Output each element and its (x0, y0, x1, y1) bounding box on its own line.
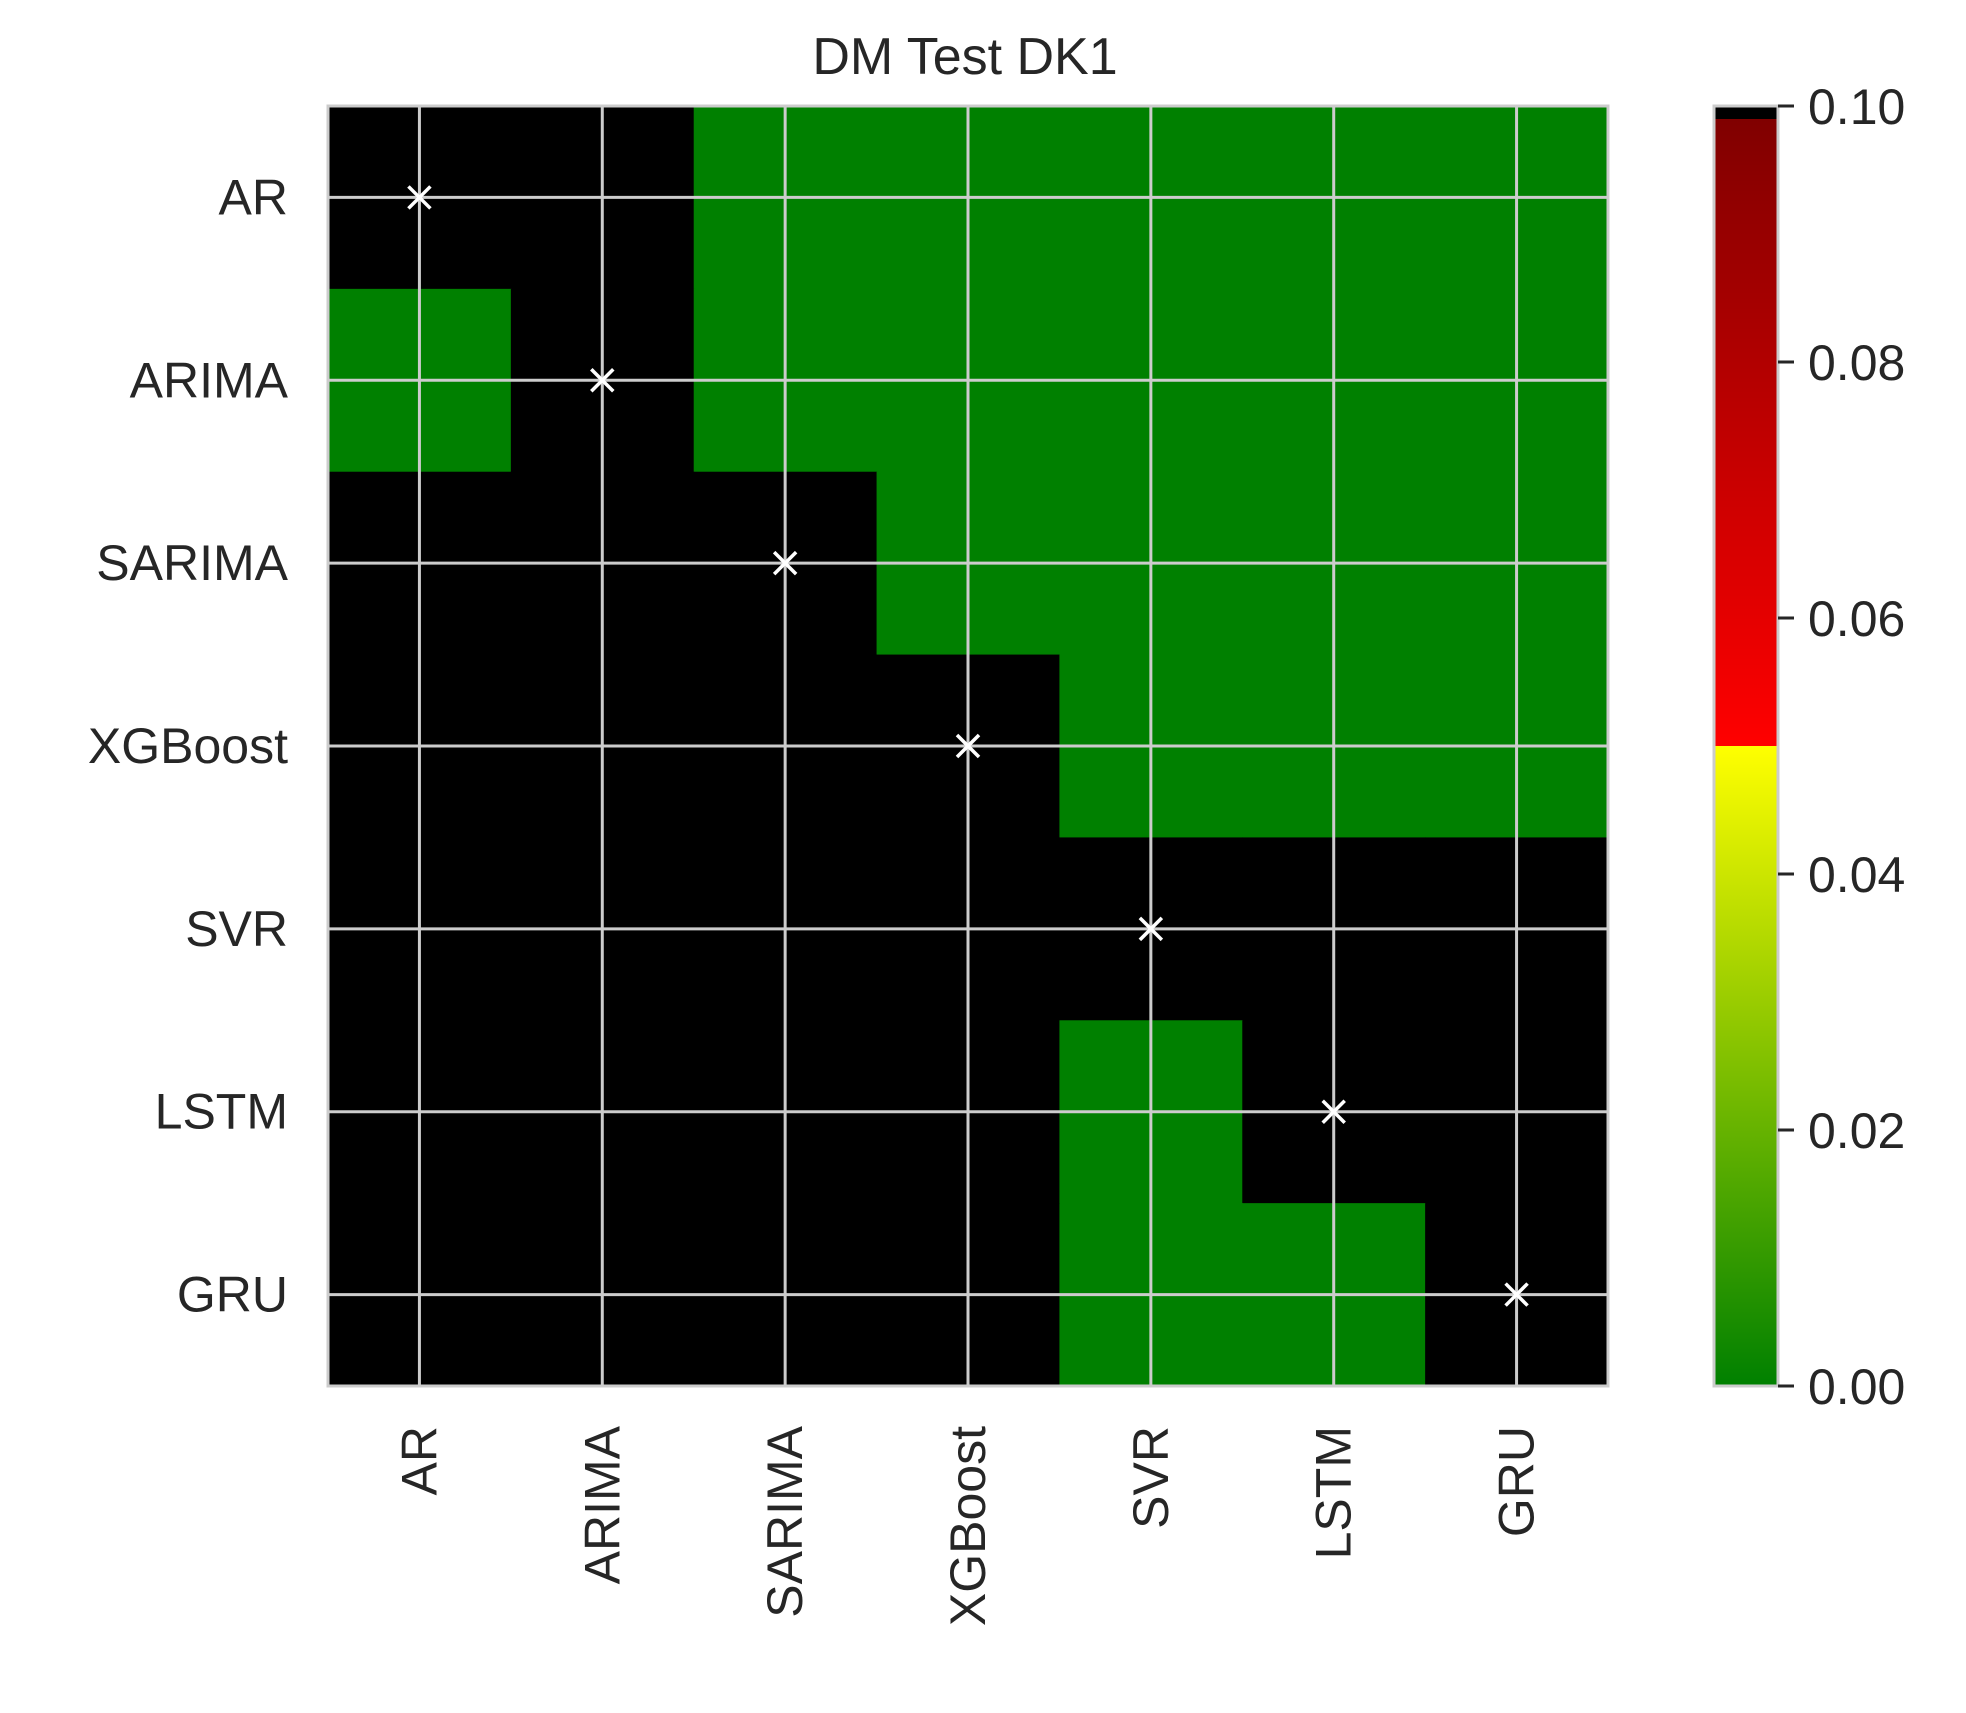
y-tick-label: XGBoost (88, 718, 288, 774)
y-axis-tick-labels: AR ARIMA SARIMA XGBoost SVR LSTM GRU (88, 169, 289, 1322)
y-tick-label: ARIMA (130, 352, 289, 408)
x-tick-label: AR (391, 1426, 447, 1495)
grid-lines (328, 106, 1608, 1386)
x-tick-label: ARIMA (574, 1425, 630, 1584)
colorbar-frame (1712, 104, 1780, 1388)
diagonal-marker (772, 550, 798, 576)
colorbar-gradient (1714, 106, 1778, 1386)
diagonal-marker (1504, 1282, 1529, 1307)
diagonal-marker (955, 733, 981, 759)
y-tick-label: GRU (177, 1267, 288, 1323)
colorbar-tick-label: 0.08 (1808, 335, 1905, 391)
x-tick-label: SARIMA (757, 1425, 813, 1617)
y-tick-label: SVR (185, 901, 288, 957)
y-tick-label: SARIMA (96, 535, 288, 591)
diagonal-marker (407, 185, 432, 210)
y-tick-label: AR (219, 169, 288, 225)
colorbar-tick-label: 0.04 (1808, 847, 1905, 903)
plot-frame (326, 104, 1610, 1388)
diagonal-markers (407, 185, 1529, 1307)
diagonal-marker (1321, 1099, 1346, 1124)
chart-title: DM Test DK1 (812, 28, 1117, 86)
colorbar-tick-label: 0.02 (1808, 1103, 1905, 1159)
diagonal-marker (1138, 916, 1164, 942)
colorbar-tick-label: 0.06 (1808, 591, 1905, 647)
colorbar-tick-label: 0.00 (1808, 1359, 1905, 1415)
y-tick-label: LSTM (155, 1084, 288, 1140)
x-tick-label: SVR (1123, 1426, 1179, 1529)
x-tick-label: XGBoost (940, 1426, 996, 1626)
colorbar: 0.00 0.02 0.04 0.06 0.08 0.10 (1712, 79, 1905, 1415)
colorbar-tick-label: 0.10 (1808, 79, 1905, 135)
diagonal-marker (590, 368, 615, 393)
x-tick-label: GRU (1489, 1426, 1545, 1537)
x-axis-tick-labels: AR ARIMA SARIMA XGBoost SVR LSTM GRU (391, 1425, 1544, 1626)
x-tick-label: LSTM (1306, 1426, 1362, 1559)
